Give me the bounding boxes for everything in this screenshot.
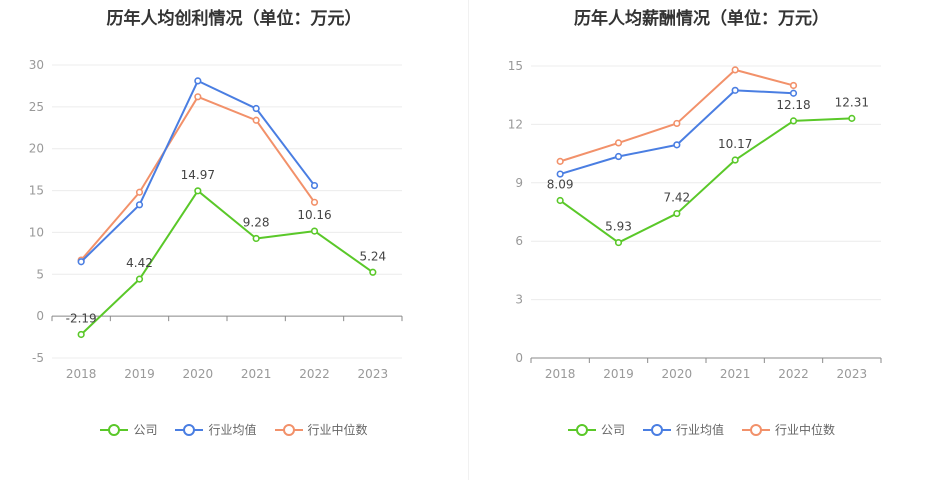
data-label: 12.18 bbox=[776, 98, 810, 112]
y-tick-label: 15 bbox=[508, 59, 523, 73]
data-label: 12.31 bbox=[835, 95, 869, 109]
x-tick-label: 2019 bbox=[603, 367, 634, 381]
data-point[interactable] bbox=[135, 201, 144, 209]
data-point[interactable] bbox=[194, 187, 202, 195]
data-point[interactable] bbox=[789, 89, 798, 97]
data-point[interactable] bbox=[789, 81, 798, 90]
legend-line-marker-icon bbox=[642, 423, 671, 436]
data-point[interactable] bbox=[673, 209, 681, 218]
y-tick-label: 10 bbox=[29, 225, 44, 239]
legend-item-industry-median[interactable]: 行业中位数 bbox=[742, 421, 835, 438]
data-point[interactable] bbox=[252, 116, 260, 124]
legend-line-marker-icon bbox=[100, 423, 129, 436]
data-point[interactable] bbox=[194, 77, 202, 85]
legend-line-marker-icon bbox=[742, 423, 770, 436]
chart-legend: 公司 行业均值 行业中位数 bbox=[468, 421, 935, 438]
legend-line-marker-icon bbox=[274, 423, 303, 436]
data-label: 5.93 bbox=[605, 220, 632, 234]
chart-title: 历年人均薪酬情况（单位：万元） bbox=[574, 9, 829, 29]
y-tick-label: 0 bbox=[515, 351, 523, 365]
data-point[interactable] bbox=[135, 275, 144, 283]
legend-label: 公司 bbox=[600, 423, 625, 437]
x-tick-label: 2023 bbox=[358, 367, 389, 381]
legend-label: 行业均值 bbox=[675, 423, 724, 437]
legend-line-marker-icon bbox=[175, 423, 204, 436]
data-label: 14.97 bbox=[181, 168, 215, 182]
data-label: 8.09 bbox=[547, 178, 574, 192]
chart-plot-area: 0 3 6 9 12 15 2018 2019 2020 2021 2022 2023 8.09 5.93… bbox=[508, 59, 882, 381]
series-line bbox=[559, 89, 794, 175]
x-tick-label: 2022 bbox=[299, 367, 330, 381]
y-tick-label: 0 bbox=[36, 309, 44, 323]
data-point[interactable] bbox=[252, 234, 260, 243]
y-tick-label: 9 bbox=[515, 176, 523, 190]
data-point[interactable] bbox=[731, 86, 739, 94]
panel-divider bbox=[468, 0, 469, 480]
x-tick-label: 2023 bbox=[837, 367, 868, 381]
data-point[interactable] bbox=[77, 258, 85, 266]
data-point[interactable] bbox=[310, 198, 319, 206]
y-tick-label: 20 bbox=[29, 142, 44, 156]
chart-legend: 公司 行业均值 行业中位数 bbox=[0, 421, 468, 438]
legend-label: 行业中位数 bbox=[775, 423, 836, 437]
data-label: 5.24 bbox=[359, 249, 386, 263]
legend-item-industry-median[interactable]: 行业中位数 bbox=[274, 421, 368, 438]
data-point[interactable] bbox=[731, 66, 739, 74]
legend-item-company[interactable]: 公司 bbox=[100, 421, 157, 438]
x-tick-label: 2022 bbox=[778, 367, 809, 381]
data-label: 10.17 bbox=[718, 137, 752, 151]
y-tick-label: -5 bbox=[32, 351, 44, 365]
x-tick-label: 2020 bbox=[183, 367, 214, 381]
y-tick-label: 25 bbox=[29, 100, 44, 114]
data-label: 10.16 bbox=[297, 208, 331, 222]
series-line bbox=[80, 189, 374, 336]
y-tick-label: 6 bbox=[515, 234, 523, 248]
x-tick-label: 2021 bbox=[241, 367, 272, 381]
x-tick-label: 2021 bbox=[720, 367, 751, 381]
legend-label: 行业中位数 bbox=[307, 423, 368, 437]
data-point[interactable] bbox=[556, 170, 564, 178]
data-point[interactable] bbox=[556, 157, 564, 165]
data-point[interactable] bbox=[556, 196, 564, 205]
salary-per-capita-chart: 历年人均薪酬情况（单位：万元） 0 3 6 9 12 15 2018 2019 2020 2021… bbox=[468, 0, 935, 480]
y-tick-label: 12 bbox=[508, 117, 523, 131]
data-point[interactable] bbox=[614, 152, 623, 161]
data-point[interactable] bbox=[77, 330, 85, 339]
legend-label: 公司 bbox=[133, 423, 158, 437]
data-point[interactable] bbox=[673, 141, 681, 149]
data-point[interactable] bbox=[135, 188, 144, 196]
profit-per-capita-chart: 历年人均创利情况（单位：万元） -5 0 5 10 15 20 25 30 2018 2019 20… bbox=[0, 9, 468, 438]
data-label: 4.42 bbox=[126, 256, 153, 270]
y-tick-label: 5 bbox=[36, 267, 44, 281]
x-tick-label: 2020 bbox=[662, 367, 693, 381]
x-tick-label: 2018 bbox=[545, 367, 576, 381]
data-point[interactable] bbox=[614, 238, 623, 247]
data-point[interactable] bbox=[789, 117, 798, 125]
series-line bbox=[559, 117, 852, 244]
legend-label: 行业均值 bbox=[208, 423, 257, 437]
y-tick-label: 30 bbox=[29, 58, 44, 72]
x-tick-label: 2019 bbox=[124, 367, 155, 381]
legend-line-marker-icon bbox=[567, 423, 596, 436]
legend-item-industry-mean[interactable]: 行业均值 bbox=[642, 421, 724, 438]
data-point[interactable] bbox=[731, 156, 739, 164]
data-label: 9.28 bbox=[243, 215, 270, 229]
data-point[interactable] bbox=[614, 139, 623, 147]
data-point[interactable] bbox=[369, 268, 377, 276]
data-point[interactable] bbox=[310, 181, 319, 190]
chart-title: 历年人均创利情况（单位：万元） bbox=[106, 9, 362, 29]
data-point[interactable] bbox=[310, 227, 319, 235]
data-point[interactable] bbox=[848, 114, 856, 122]
data-point[interactable] bbox=[252, 104, 260, 113]
y-tick-label: 3 bbox=[515, 293, 523, 307]
legend-item-company[interactable]: 公司 bbox=[567, 421, 625, 438]
y-tick-label: 15 bbox=[29, 184, 44, 198]
data-label: -2.19 bbox=[66, 311, 97, 325]
x-tick-label: 2018 bbox=[66, 367, 97, 381]
legend-item-industry-mean[interactable]: 行业均值 bbox=[175, 421, 257, 438]
data-label: 7.42 bbox=[663, 191, 690, 205]
data-point[interactable] bbox=[194, 93, 202, 101]
data-point[interactable] bbox=[673, 119, 681, 128]
chart-plot-area: -5 0 5 10 15 20 25 30 2018 2019 2020 2021 2022 2023 -2… bbox=[29, 58, 403, 381]
